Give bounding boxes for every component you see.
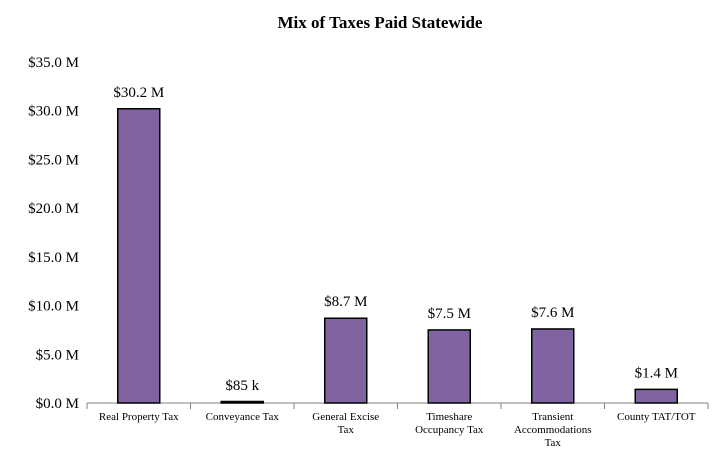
x-tick-label: Conveyance Tax [206,411,280,423]
bar [427,329,471,404]
bar [117,108,161,404]
data-label: $8.7 M [324,294,367,310]
y-tick-label: $10.0 M [28,299,79,315]
bar [634,388,678,404]
y-tick-label: $35.0 M [28,55,79,71]
bar [220,400,264,404]
data-label: $7.6 M [531,305,574,321]
bar [531,328,575,404]
chart-title: Mix of Taxes Paid Statewide [278,13,483,32]
y-tick-label: $30.0 M [28,104,79,120]
x-tick-label: Real Property Tax [99,411,179,423]
data-label: $7.5 M [428,306,471,322]
y-tick-label: $5.0 M [36,347,79,363]
bars: $30.2 M $85 k $8.7 M $7.5 M $7.6 M $1.4 M [113,85,678,404]
data-label: $30.2 M [113,85,164,101]
y-tick-label: $0.0 M [36,396,79,412]
y-tick-label: $25.0 M [28,152,79,168]
data-label: $85 k [225,378,259,394]
data-label: $1.4 M [635,365,678,381]
x-tick-label: County TAT/TOT [617,411,696,423]
x-tick-label: General Excise Tax [312,411,379,436]
y-tick-label: $20.0 M [28,201,79,217]
x-tick-label: Timeshare Occupancy Tax [415,411,484,436]
x-tick-label: Transient Accommodations Tax [514,411,592,449]
bar [324,317,368,404]
axes: $0.0 M $5.0 M $10.0 M $15.0 M $20.0 M $25.0 M… [28,55,709,449]
y-tick-label: $15.0 M [28,250,79,266]
